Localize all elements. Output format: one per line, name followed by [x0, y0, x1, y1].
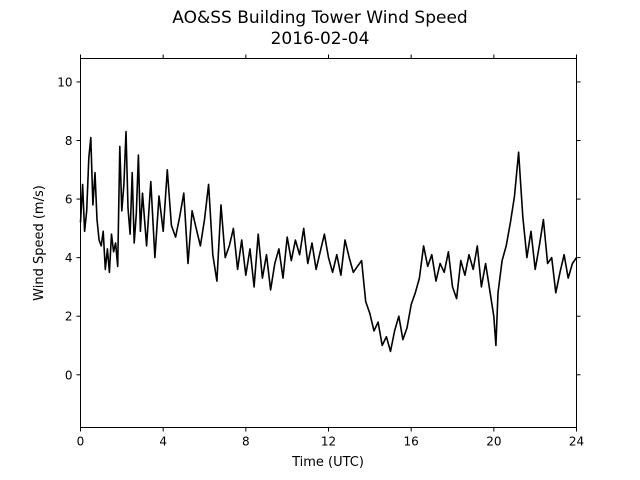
y-axis-label: Wind Speed (m/s): [32, 185, 47, 301]
x-axis-label: Time (UTC): [291, 455, 364, 470]
x-tick-label: 20: [486, 435, 501, 449]
x-tick-label: 4: [159, 435, 167, 449]
y-tick-label: 10: [57, 75, 72, 89]
wind-speed-line: [79, 130, 578, 353]
y-tick-label: 0: [65, 368, 73, 382]
y-tick-label: 8: [65, 134, 73, 148]
x-tick-label: 24: [569, 435, 584, 449]
y-tick-label: 4: [65, 251, 73, 265]
axes-frame: [80, 58, 577, 428]
x-tick-label: 16: [404, 435, 419, 449]
y-tick-label: 2: [65, 310, 73, 324]
x-tick-label: 12: [321, 435, 336, 449]
x-tick-label: 8: [242, 435, 250, 449]
y-tick-label: 6: [65, 193, 73, 207]
x-tick-label: 0: [77, 435, 85, 449]
chart-subtitle: 2016-02-04: [270, 29, 370, 49]
chart-title: AO&SS Building Tower Wind Speed: [172, 8, 468, 28]
